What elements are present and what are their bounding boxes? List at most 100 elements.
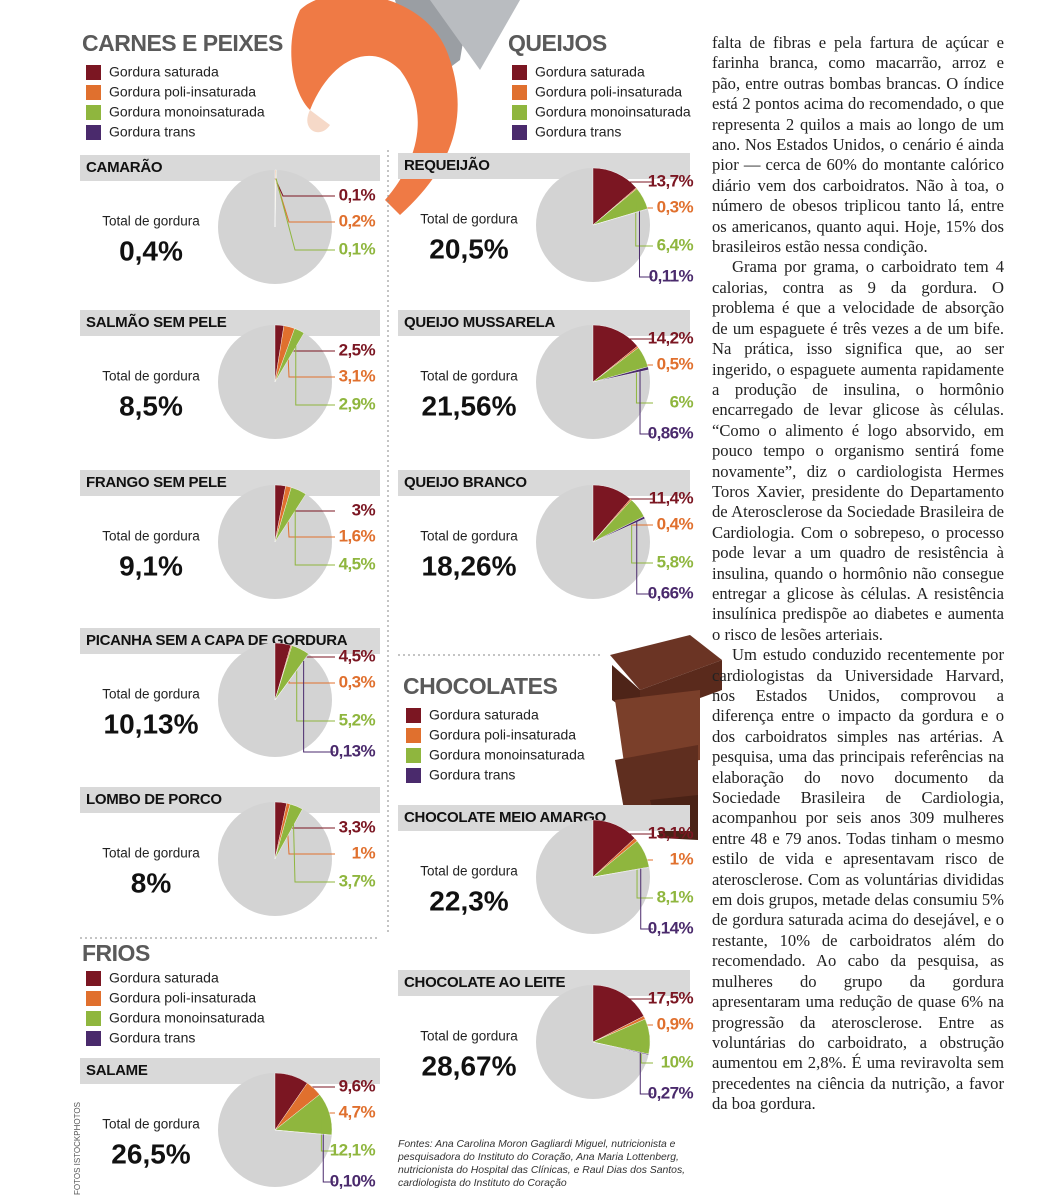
- value-label: 8,1%: [657, 887, 694, 906]
- legend-swatch: [86, 971, 101, 986]
- leader-line: [636, 521, 653, 595]
- card-header: [80, 1058, 380, 1084]
- value-label: 2,9%: [339, 394, 376, 413]
- value-label: 3%: [352, 500, 376, 519]
- value-label: 6%: [670, 392, 694, 411]
- value-label: 4,5%: [339, 646, 376, 665]
- paragraph: Grama por grama, o carboidrato tem 4 cal…: [712, 257, 1004, 644]
- card-header: [80, 310, 380, 336]
- legend-swatch: [86, 1011, 101, 1026]
- total-value: 8,5%: [119, 390, 183, 421]
- leader-line: [303, 660, 335, 753]
- value-label: 12,1%: [330, 1140, 376, 1159]
- value-label: 5,2%: [339, 710, 376, 729]
- value-label: 0,5%: [657, 354, 694, 373]
- value-label: 9,6%: [339, 1076, 376, 1095]
- total-value: 21,56%: [422, 390, 517, 421]
- total-caption: Total de gordura: [420, 529, 518, 544]
- legend-label: Gordura saturada: [109, 64, 219, 80]
- value-label: 0,1%: [339, 185, 376, 204]
- total-caption: Total de gordura: [102, 1117, 200, 1132]
- total-caption: Total de gordura: [420, 212, 518, 227]
- legend-label: Gordura poli-insaturada: [535, 84, 682, 100]
- total-value: 9,1%: [119, 550, 183, 581]
- leader-line: [611, 832, 653, 835]
- card-header: [80, 155, 380, 181]
- legend-label: Gordura monoinsaturada: [429, 747, 585, 763]
- legend-label: Gordura saturada: [429, 707, 539, 723]
- pie-slice: [274, 653, 310, 701]
- pie-slice: [274, 803, 303, 860]
- legend-label: Gordura trans: [429, 767, 515, 783]
- legend-swatch: [406, 728, 421, 743]
- leader-line: [609, 496, 653, 500]
- total-value: 10,13%: [104, 708, 199, 739]
- pie-slice: [274, 1129, 332, 1136]
- card-header: [398, 470, 690, 496]
- pie-slice: [592, 1041, 649, 1056]
- value-label: 14,2%: [648, 328, 694, 347]
- value-label: 1%: [670, 849, 694, 868]
- leader-line: [320, 1116, 335, 1152]
- card-title: SALAME: [86, 1062, 148, 1079]
- value-label: 3,3%: [339, 817, 376, 836]
- value-label: 4,5%: [339, 554, 376, 573]
- value-label: 5,8%: [657, 552, 694, 571]
- leader-line: [322, 1134, 335, 1183]
- legend-swatch: [406, 708, 421, 723]
- leader-line: [281, 651, 335, 658]
- leader-line: [638, 211, 653, 278]
- leader-line: [295, 338, 335, 406]
- leader-line: [635, 202, 653, 247]
- leader-line: [292, 814, 335, 883]
- total-caption: Total de gordura: [102, 369, 200, 384]
- value-label: 6,4%: [657, 235, 694, 254]
- value-label: 0,11%: [649, 266, 694, 285]
- total-value: 22,3%: [429, 885, 508, 916]
- pie-slice: [592, 984, 645, 1043]
- leader-line: [640, 868, 653, 930]
- leader-line: [631, 512, 653, 564]
- leader-line: [296, 656, 335, 722]
- value-label: 13,1%: [648, 823, 694, 842]
- leader-line: [617, 998, 653, 1001]
- legend-swatch: [86, 991, 101, 1006]
- legend-swatch: [86, 65, 101, 80]
- pie-slice: [274, 328, 305, 383]
- article: falta de fibras e pela fartura de açúcar…: [712, 33, 1004, 1115]
- legend-swatch: [86, 85, 101, 100]
- legend-label: Gordura monoinsaturada: [109, 1010, 265, 1026]
- paragraph: falta de fibras e pela fartura de açúcar…: [712, 33, 1004, 257]
- value-label: 3,7%: [339, 871, 376, 890]
- section-title: FRIOS: [82, 940, 150, 966]
- card-title: SALMÃO SEM PELE: [86, 313, 227, 331]
- legend-label: Gordura trans: [109, 124, 195, 140]
- total-value: 0,4%: [119, 235, 183, 266]
- card-title: REQUEIJÃO: [404, 156, 490, 174]
- value-label: 0,9%: [657, 1014, 694, 1033]
- total-value: 26,5%: [111, 1138, 190, 1169]
- value-label: 4,7%: [339, 1102, 376, 1121]
- sources: Fontes: Ana Carolina Moron Gagliardi Mig…: [398, 1139, 686, 1189]
- value-label: 0,2%: [339, 211, 376, 230]
- value-label: 11,4%: [649, 488, 694, 507]
- shrimp-photo: [291, 0, 520, 215]
- card-header: [398, 310, 690, 336]
- leader-line: [639, 1052, 653, 1095]
- value-label: 1,6%: [339, 526, 376, 545]
- value-label: 0,66%: [648, 583, 694, 602]
- leader-line: [640, 1037, 653, 1064]
- pie-slice: [592, 866, 650, 878]
- leader-line: [294, 497, 335, 566]
- legend-label: Gordura saturada: [109, 970, 219, 986]
- value-label: 10%: [661, 1052, 694, 1071]
- pie-slice: [592, 208, 648, 226]
- value-label: 0,13%: [330, 741, 376, 760]
- total-value: 8%: [131, 867, 172, 898]
- total-caption: Total de gordura: [420, 864, 518, 879]
- card-title: CHOCOLATE MEIO AMARGO: [404, 809, 607, 826]
- leader-line: [288, 1083, 335, 1088]
- leader-line: [635, 360, 653, 404]
- pie-slice: [274, 487, 307, 543]
